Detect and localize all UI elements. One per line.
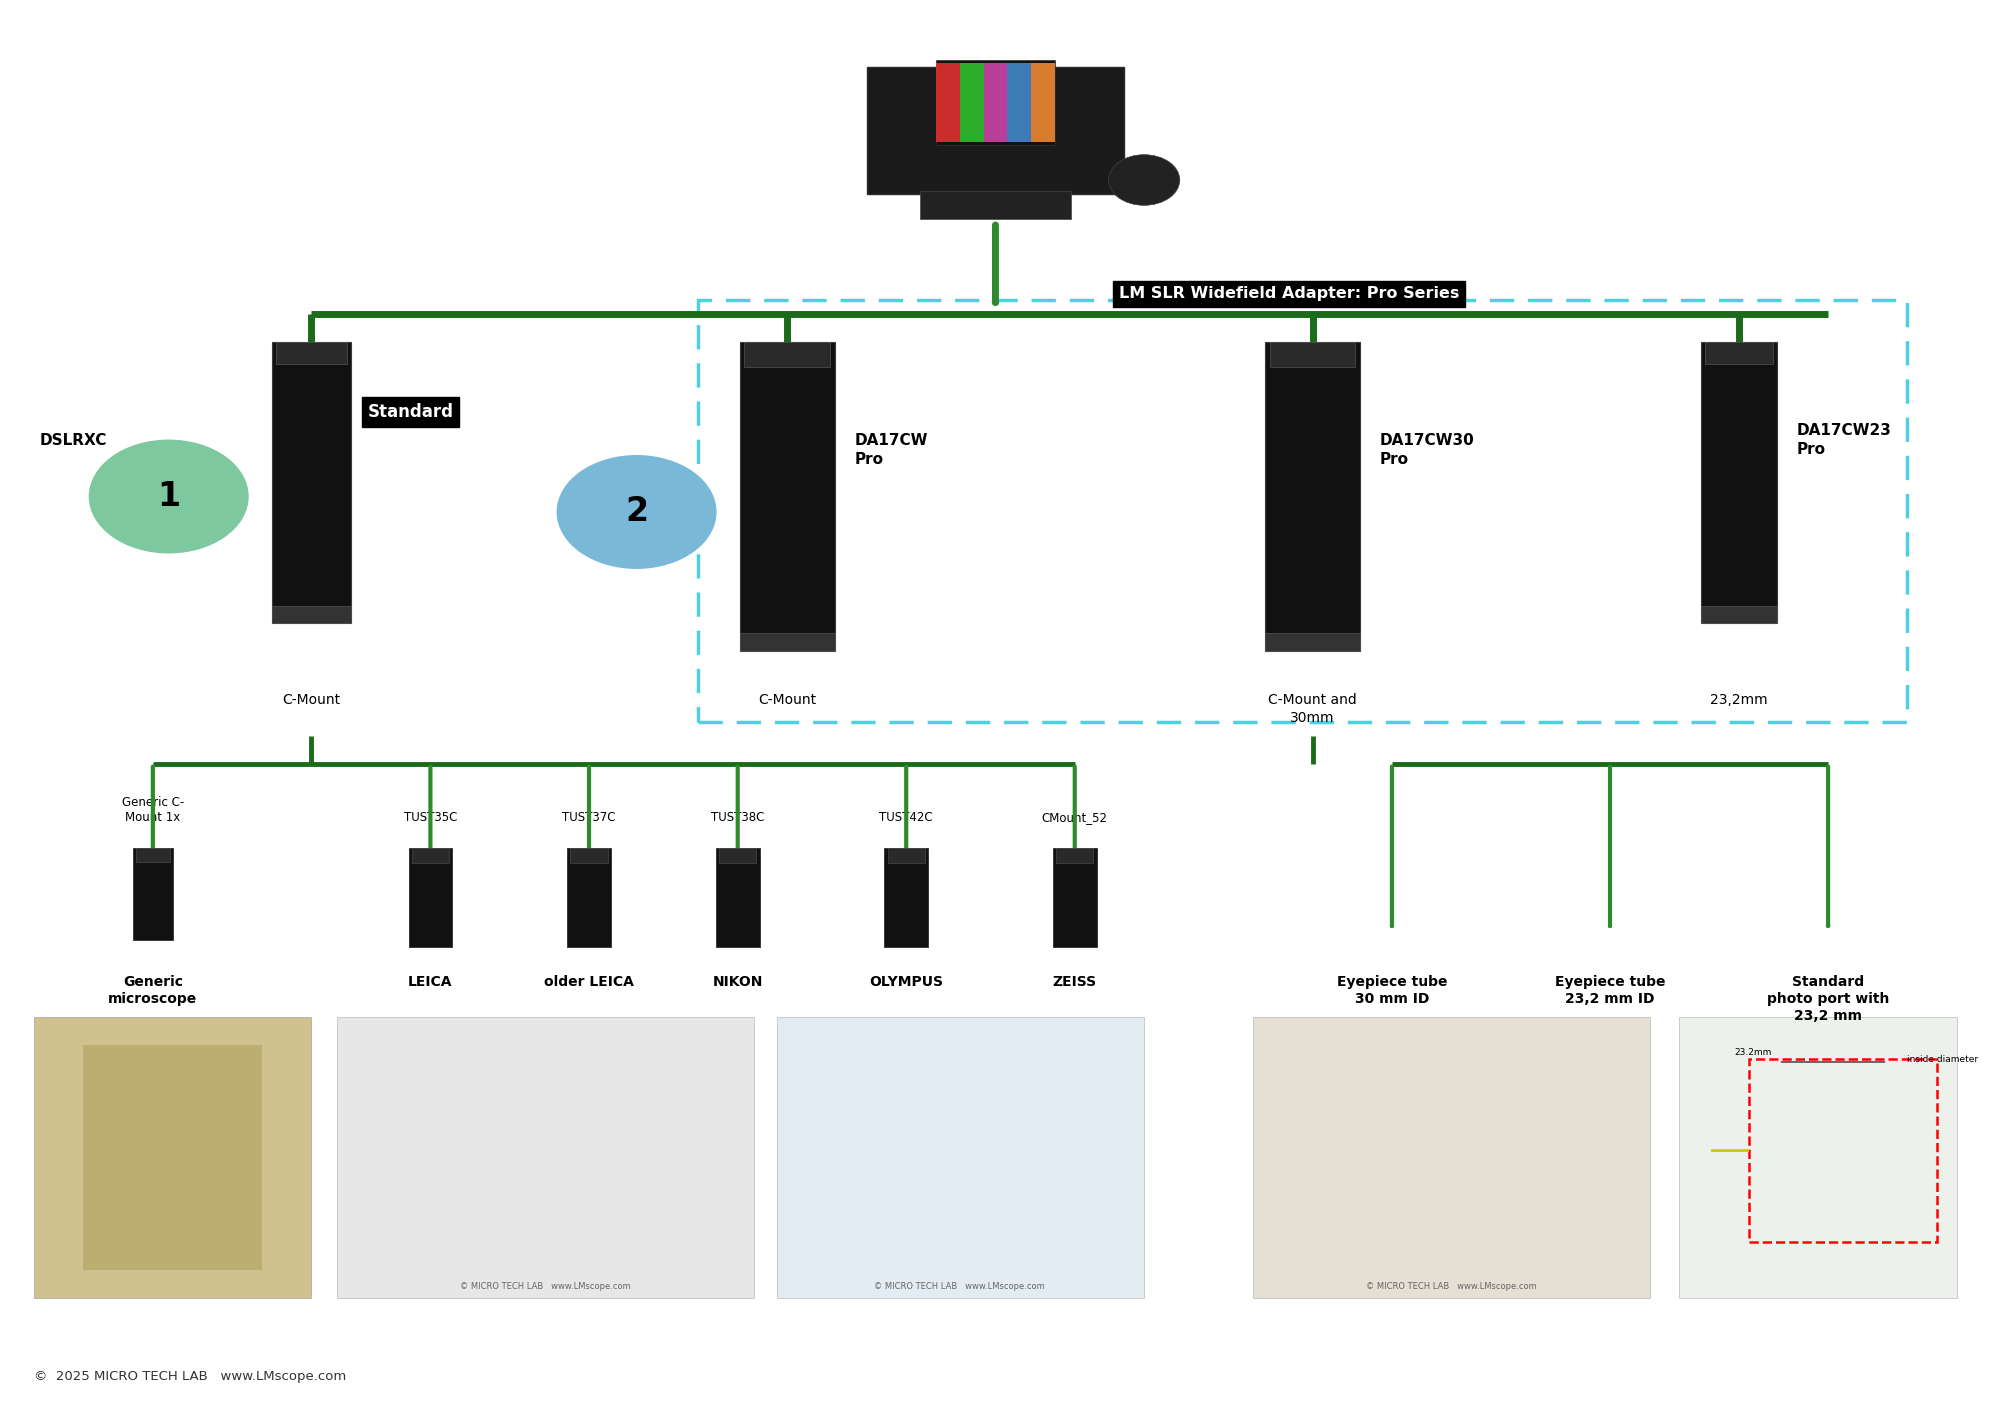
Bar	[134, 848, 172, 940]
Bar	[778, 1017, 1144, 1299]
Bar	[720, 848, 756, 863]
Text: inside diameter: inside diameter	[1908, 1054, 1978, 1064]
Bar	[1056, 848, 1094, 863]
Bar	[716, 848, 760, 947]
Text: Generic
microscope: Generic microscope	[108, 975, 198, 1006]
Bar	[888, 848, 924, 863]
Text: ©  2025 MICRO TECH LAB   www.LMscope.com: © 2025 MICRO TECH LAB www.LMscope.com	[34, 1370, 346, 1382]
Text: Eyepiece tube
30 mm ID: Eyepiece tube 30 mm ID	[1336, 975, 1448, 1006]
Bar	[1748, 1060, 1938, 1242]
Text: Standard
photo port with
23,2 mm: Standard photo port with 23,2 mm	[1766, 975, 1890, 1023]
Bar	[272, 342, 352, 623]
Bar	[1266, 633, 1360, 651]
Circle shape	[1108, 154, 1180, 205]
Text: 2: 2	[626, 495, 648, 528]
Text: Eyepiece tube
23,2 mm ID: Eyepiece tube 23,2 mm ID	[1554, 975, 1666, 1006]
Bar	[34, 1017, 312, 1299]
Bar	[136, 848, 170, 862]
Bar	[740, 633, 834, 651]
Bar	[412, 848, 448, 863]
Text: © MICRO TECH LAB   www.LMscope.com: © MICRO TECH LAB www.LMscope.com	[874, 1282, 1046, 1292]
Text: LM SLR Widefield Adapter: Pro Series: LM SLR Widefield Adapter: Pro Series	[1118, 286, 1460, 301]
Text: ZEISS: ZEISS	[1052, 975, 1096, 989]
Text: LEICA: LEICA	[408, 975, 452, 989]
Bar	[1704, 342, 1772, 364]
Text: NIKON: NIKON	[712, 975, 762, 989]
Bar	[1254, 1017, 1650, 1299]
Bar	[84, 1046, 262, 1271]
Bar	[1680, 1017, 1956, 1299]
Text: © MICRO TECH LAB   www.LMscope.com: © MICRO TECH LAB www.LMscope.com	[1366, 1282, 1536, 1292]
Text: DSLRXC: DSLRXC	[40, 433, 108, 447]
Bar	[276, 342, 348, 364]
Text: C-Mount: C-Mount	[282, 693, 340, 708]
Circle shape	[558, 456, 716, 569]
Text: DA17CW30
Pro: DA17CW30 Pro	[1380, 433, 1474, 467]
Bar	[272, 606, 352, 623]
Text: DA17CW
Pro: DA17CW Pro	[854, 433, 928, 467]
Text: C-Mount: C-Mount	[758, 693, 816, 708]
Bar	[1008, 64, 1032, 142]
Text: TUST42C: TUST42C	[880, 811, 934, 825]
Text: CMount_52: CMount_52	[1042, 811, 1108, 825]
Bar	[866, 68, 1124, 194]
Bar	[740, 342, 834, 651]
Text: TUST35C: TUST35C	[404, 811, 458, 825]
Text: © MICRO TECH LAB   www.LMscope.com: © MICRO TECH LAB www.LMscope.com	[460, 1282, 630, 1292]
Text: DA17CW23
Pro: DA17CW23 Pro	[1796, 423, 1892, 457]
Text: TUST38C: TUST38C	[712, 811, 764, 825]
Text: Standard: Standard	[368, 403, 454, 422]
Bar	[936, 61, 1054, 144]
Bar	[1270, 342, 1356, 366]
Bar	[1702, 342, 1776, 623]
Bar	[984, 64, 1008, 142]
Text: C-Mount and
30mm: C-Mount and 30mm	[1268, 693, 1358, 724]
Text: TUST37C: TUST37C	[562, 811, 616, 825]
Bar	[920, 191, 1070, 219]
Bar	[744, 342, 830, 366]
Circle shape	[90, 440, 248, 553]
Bar	[1032, 64, 1054, 142]
Bar	[1702, 606, 1776, 623]
Text: 23,2mm: 23,2mm	[1710, 693, 1768, 708]
Text: older LEICA: older LEICA	[544, 975, 634, 989]
Text: 23.2mm: 23.2mm	[1734, 1047, 1772, 1057]
Bar	[1266, 342, 1360, 651]
Bar	[408, 848, 452, 947]
Bar	[570, 848, 608, 863]
Text: 1: 1	[158, 480, 180, 514]
Bar	[884, 848, 928, 947]
Text: Generic C-
Mount 1x: Generic C- Mount 1x	[122, 797, 184, 825]
Bar	[1052, 848, 1096, 947]
Bar	[338, 1017, 754, 1299]
Bar	[960, 64, 984, 142]
Bar	[936, 64, 960, 142]
Text: OLYMPUS: OLYMPUS	[870, 975, 944, 989]
Bar	[568, 848, 610, 947]
